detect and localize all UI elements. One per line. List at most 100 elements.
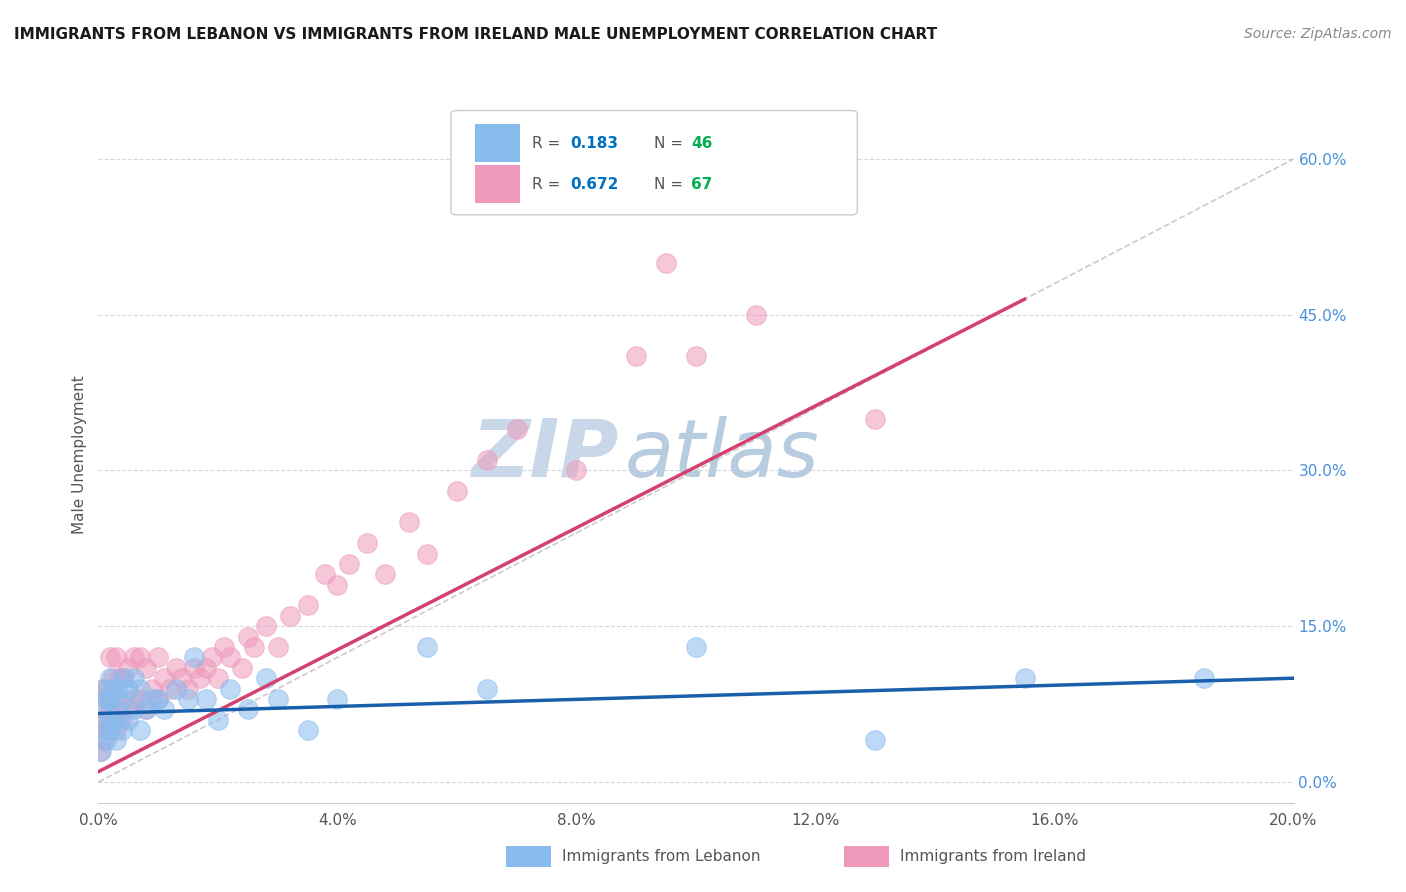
Point — [565, 463, 588, 477]
Point — [267, 692, 290, 706]
Point — [1192, 671, 1215, 685]
Point — [297, 723, 319, 738]
Point — [339, 557, 360, 571]
Point — [165, 681, 187, 696]
Point — [219, 650, 242, 665]
Point — [236, 630, 259, 644]
Point — [105, 723, 128, 738]
Point — [326, 578, 349, 592]
Point — [231, 661, 253, 675]
Point — [103, 681, 125, 696]
Point — [254, 671, 277, 685]
Point — [165, 661, 187, 675]
FancyBboxPatch shape — [451, 111, 858, 215]
Point — [148, 692, 170, 706]
Text: 67: 67 — [692, 177, 713, 192]
Point — [148, 650, 170, 665]
Point — [207, 671, 229, 685]
Point — [201, 650, 224, 665]
Point — [177, 692, 200, 706]
Point — [96, 723, 118, 738]
Point — [188, 671, 211, 685]
Point — [183, 650, 205, 665]
Text: Immigrants from Lebanon: Immigrants from Lebanon — [562, 849, 761, 863]
Point — [685, 640, 707, 654]
Point — [93, 723, 115, 738]
Point — [685, 349, 707, 363]
Point — [111, 671, 134, 685]
Point — [254, 619, 277, 633]
Point — [103, 671, 125, 685]
Point — [172, 671, 194, 685]
Point — [374, 567, 396, 582]
Point — [183, 661, 205, 675]
Text: R =: R = — [533, 136, 565, 151]
Point — [416, 640, 439, 654]
Point — [96, 681, 118, 696]
Point — [148, 692, 170, 706]
Point — [195, 692, 218, 706]
Point — [89, 744, 111, 758]
Text: Source: ZipAtlas.com: Source: ZipAtlas.com — [1244, 27, 1392, 41]
Point — [117, 661, 139, 675]
Point — [129, 681, 152, 696]
Point — [135, 702, 157, 716]
Point — [626, 349, 648, 363]
Point — [96, 692, 118, 706]
Point — [129, 650, 152, 665]
Point — [129, 692, 152, 706]
Point — [107, 681, 129, 696]
Point — [111, 713, 134, 727]
Point — [129, 723, 152, 738]
Point — [278, 608, 301, 623]
Point — [93, 692, 115, 706]
Point — [117, 681, 139, 696]
Point — [267, 640, 290, 654]
Text: atlas: atlas — [624, 416, 820, 494]
Point — [100, 723, 122, 738]
Text: IMMIGRANTS FROM LEBANON VS IMMIGRANTS FROM IRELAND MALE UNEMPLOYMENT CORRELATION: IMMIGRANTS FROM LEBANON VS IMMIGRANTS FR… — [14, 27, 938, 42]
Point — [356, 536, 378, 550]
Point — [315, 567, 337, 582]
Point — [1014, 671, 1036, 685]
Point — [117, 713, 139, 727]
Point — [111, 692, 134, 706]
Point — [124, 671, 146, 685]
Bar — [475, 124, 520, 162]
Point — [153, 671, 176, 685]
Y-axis label: Male Unemployment: Male Unemployment — [72, 376, 87, 534]
Point — [124, 650, 146, 665]
Point — [177, 681, 200, 696]
Point — [865, 733, 887, 747]
Point — [107, 702, 129, 716]
Point — [398, 516, 420, 530]
Point — [90, 744, 112, 758]
Text: 0.672: 0.672 — [571, 177, 619, 192]
Point — [105, 650, 128, 665]
Point — [91, 681, 114, 696]
Point — [100, 713, 122, 727]
Text: N =: N = — [654, 177, 688, 192]
Point — [91, 702, 114, 716]
Point — [236, 702, 259, 716]
Point — [90, 713, 112, 727]
Point — [865, 411, 887, 425]
Text: 46: 46 — [692, 136, 713, 151]
Point — [98, 702, 121, 716]
Bar — [475, 165, 520, 203]
Point — [655, 256, 678, 270]
Point — [124, 692, 146, 706]
Text: N =: N = — [654, 136, 688, 151]
Point — [124, 702, 146, 716]
Point — [111, 723, 134, 738]
Point — [105, 702, 128, 716]
Point — [94, 733, 117, 747]
Text: 0.183: 0.183 — [571, 136, 619, 151]
Point — [153, 702, 176, 716]
Point — [100, 671, 122, 685]
Point — [506, 422, 529, 436]
Point — [475, 453, 498, 467]
Point — [108, 671, 131, 685]
Point — [446, 484, 468, 499]
Text: ZIP: ZIP — [471, 416, 619, 494]
